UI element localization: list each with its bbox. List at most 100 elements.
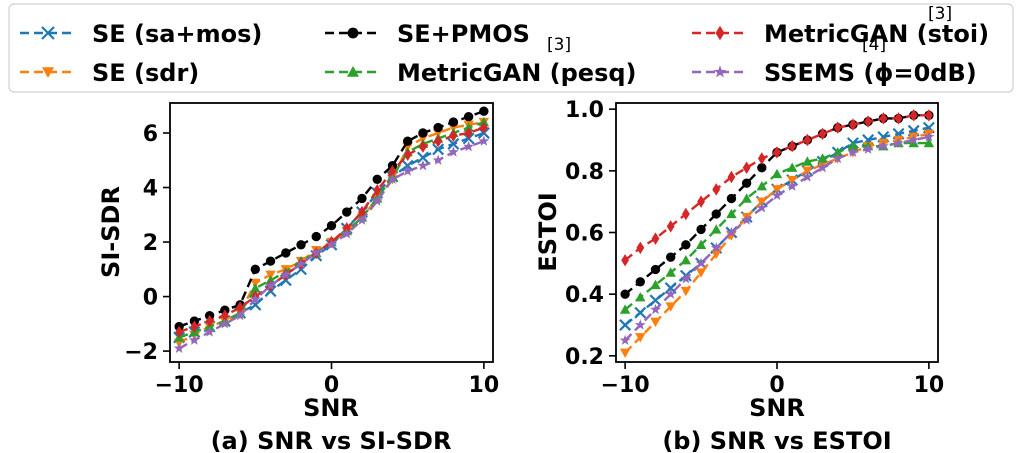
data-point <box>249 293 261 304</box>
data-point <box>665 267 676 277</box>
data-point <box>388 164 397 178</box>
data-point <box>908 134 920 145</box>
data-point <box>371 195 383 206</box>
data-point <box>650 317 661 328</box>
data-point <box>665 302 676 312</box>
chart-b-xtick-label: 10 <box>914 373 945 398</box>
data-point <box>280 269 292 280</box>
data-point <box>204 326 216 337</box>
data-point <box>665 288 677 299</box>
chart-b-ytick-label: 0.2 <box>565 345 604 370</box>
data-point <box>924 109 933 122</box>
chart-a-ytick-label: 2 <box>143 231 158 256</box>
data-point <box>727 170 736 184</box>
data-point <box>923 131 935 142</box>
legend-marker-x <box>41 26 55 40</box>
data-point <box>463 140 475 152</box>
data-point <box>387 173 398 184</box>
series-line <box>178 126 485 334</box>
data-point <box>741 178 752 188</box>
data-point <box>681 240 691 250</box>
data-point <box>416 151 429 164</box>
legend-marker-triangle-up <box>347 66 359 77</box>
data-point <box>310 247 322 258</box>
data-point <box>478 135 490 146</box>
data-point <box>357 193 367 204</box>
data-point <box>358 205 366 219</box>
legend-entry-ssems-0db: SSEMS (ϕ=0dB) [4] <box>692 35 977 87</box>
chart-b-xtick-label: −10 <box>601 373 650 398</box>
data-point <box>726 208 737 219</box>
data-point <box>635 292 646 302</box>
chart-a-ytick-label: 6 <box>143 122 158 147</box>
data-point <box>173 342 185 353</box>
chart-b-series-ssems-0db <box>619 131 935 346</box>
data-point <box>788 139 797 153</box>
legend-label: MetricGAN (pesq) <box>397 59 637 87</box>
data-point <box>373 184 382 197</box>
chart-b-ytick-label: 0.4 <box>565 283 604 308</box>
data-point <box>402 136 413 146</box>
data-point <box>219 318 231 329</box>
data-point <box>236 301 244 314</box>
data-point <box>726 193 737 204</box>
data-point <box>681 207 690 221</box>
data-point <box>710 242 722 253</box>
chart-a: −10 0 10 −2 0 2 4 6 SNR SI-SDR (a) SNR vs SI-SD… <box>97 102 500 453</box>
chart-a-ytick-label: −2 <box>124 340 158 365</box>
data-point <box>265 279 276 291</box>
data-point <box>756 202 768 213</box>
data-point <box>847 146 859 157</box>
legend-label: SE (sa+mos) <box>92 20 262 48</box>
data-point <box>833 121 842 134</box>
data-point <box>418 128 428 138</box>
data-point <box>650 303 661 315</box>
series-line <box>624 132 930 354</box>
data-point <box>818 127 827 141</box>
data-point <box>725 226 737 238</box>
legend-marker-star <box>713 65 727 78</box>
data-point <box>463 111 474 122</box>
data-point <box>665 252 676 262</box>
data-point <box>695 257 707 268</box>
chart-a-xtick-label: 10 <box>469 373 500 398</box>
data-point <box>893 137 904 148</box>
data-point <box>434 134 443 148</box>
data-point <box>403 148 412 162</box>
data-point <box>666 220 675 233</box>
data-point <box>250 264 261 274</box>
data-point <box>680 286 692 297</box>
data-point <box>908 137 919 148</box>
chart-b-xtick-label: 0 <box>769 373 784 398</box>
data-point <box>433 122 443 133</box>
data-point <box>695 268 707 278</box>
data-point <box>205 314 214 328</box>
legend-reference: [3] <box>547 35 571 55</box>
legend-label: SE (sdr) <box>92 59 199 87</box>
chart-b-ytick-label: 1.0 <box>565 98 604 123</box>
legend: SE (sa+mos) SE+PMOS MetricGAN (stoi)[3]SE … <box>8 3 1014 93</box>
data-point <box>711 224 722 234</box>
data-point <box>265 256 276 266</box>
data-point <box>447 146 459 157</box>
data-point <box>296 240 306 250</box>
data-point <box>634 319 646 330</box>
data-point <box>862 143 874 154</box>
data-point <box>894 112 903 125</box>
chart-b-series-metricgan-pesq <box>619 137 935 314</box>
data-point <box>479 121 488 134</box>
data-point <box>372 174 382 185</box>
data-point <box>447 137 460 150</box>
data-point <box>402 165 414 176</box>
data-point <box>620 289 630 299</box>
data-point <box>757 163 767 173</box>
data-point <box>417 159 429 171</box>
legend-label: MetricGAN (stoi) <box>764 20 989 48</box>
data-point <box>817 162 829 173</box>
chart-b-ylabel: ESTOI <box>534 192 562 271</box>
data-point <box>619 319 632 331</box>
legend-reference: [3] <box>928 4 952 24</box>
data-point <box>711 209 721 219</box>
data-point <box>356 214 368 225</box>
